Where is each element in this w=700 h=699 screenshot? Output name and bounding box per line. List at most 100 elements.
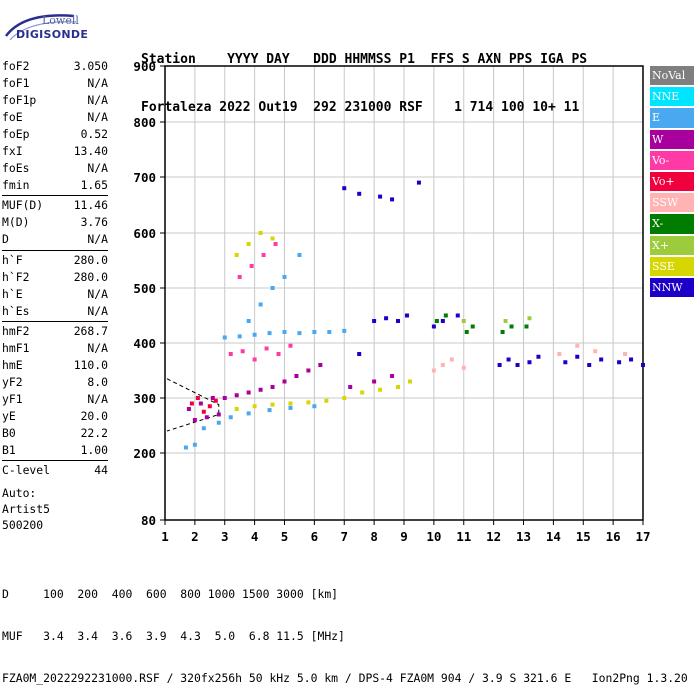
param-value: N/A [87, 110, 108, 125]
legend-item: NNW [650, 277, 694, 298]
data-point [342, 186, 347, 191]
data-point [324, 398, 329, 403]
footer-distance-row: D 100 200 400 600 800 1000 1500 3000 [km… [2, 587, 339, 601]
legend-item: W [650, 129, 694, 149]
x-tick-label: 4 [251, 529, 259, 544]
x-tick-label: 16 [606, 529, 621, 544]
legend-item: X- [650, 214, 694, 234]
param-name: fxI [2, 144, 23, 159]
data-point [524, 324, 529, 329]
data-point [237, 275, 242, 279]
data-point [461, 365, 466, 370]
x-tick-label: 2 [191, 529, 199, 544]
data-point [258, 302, 263, 307]
data-point [201, 426, 206, 431]
data-point [270, 286, 275, 290]
param-name: foF2 [2, 59, 30, 73]
param-row: hmF1 N/A [2, 340, 108, 357]
x-tick-label: 8 [370, 529, 378, 544]
param-row: yF1 N/A [2, 391, 108, 408]
data-point [557, 352, 562, 356]
data-point [396, 385, 401, 389]
y-tick-label: 900 [133, 59, 156, 74]
param-row: foEs N/A [2, 160, 108, 177]
param-row: foF1p N/A [2, 92, 108, 109]
legend-item: NoVal [650, 66, 694, 86]
data-point [378, 387, 383, 392]
y-tick-label: 700 [133, 170, 156, 185]
data-point [575, 354, 580, 359]
param-separator [2, 249, 108, 251]
param-value: N/A [87, 161, 108, 176]
param-row: hmF2 268.7 [2, 323, 108, 340]
param-name: yE [2, 408, 16, 423]
y-tick-label: 200 [133, 446, 156, 461]
data-point [503, 319, 508, 323]
param-value: 13.40 [73, 144, 108, 159]
data-point [342, 396, 347, 400]
data-point [390, 374, 395, 378]
data-point [234, 253, 239, 257]
param-row: MUF(D) 11.46 [2, 197, 108, 214]
y-tick-label: 800 [133, 115, 156, 130]
x-tick-label: 6 [311, 529, 319, 544]
x-tick-label: 10 [426, 529, 441, 544]
data-point [431, 368, 436, 373]
data-point [234, 407, 239, 411]
data-point [288, 405, 293, 410]
data-point [252, 332, 257, 337]
data-point [276, 352, 281, 356]
data-point [497, 363, 502, 367]
param-value: N/A [87, 303, 108, 318]
x-tick-label: 1 [161, 529, 169, 544]
data-point [617, 360, 622, 365]
auto-version: 500200 [2, 518, 44, 532]
data-point [348, 385, 353, 389]
legend-item: Vo- [650, 150, 694, 170]
param-value: 8.0 [87, 374, 108, 389]
param-row: foE N/A [2, 109, 108, 126]
param-row: h`E N/A [2, 286, 108, 303]
data-point [192, 442, 197, 447]
data-point [189, 401, 194, 406]
data-point [282, 275, 287, 279]
data-point [186, 407, 191, 411]
data-point [416, 180, 421, 185]
param-name: B0 [2, 425, 16, 440]
y-tick-label: 600 [133, 226, 156, 241]
data-point [372, 379, 377, 384]
data-point [246, 411, 251, 416]
data-point [183, 445, 188, 450]
data-point [372, 319, 377, 323]
data-point [216, 412, 221, 417]
data-point [509, 324, 514, 329]
data-point [288, 343, 293, 348]
data-point [201, 409, 206, 414]
param-value: N/A [87, 286, 108, 301]
param-name: h`E [2, 286, 23, 301]
param-separator [2, 460, 108, 462]
trace-dashed [166, 378, 220, 432]
data-point [240, 349, 245, 354]
param-row: fmin 1.65 [2, 177, 108, 194]
data-point [222, 396, 227, 400]
data-point [306, 400, 311, 405]
param-name: B1 [2, 443, 16, 458]
data-point [270, 236, 275, 241]
data-point [563, 360, 568, 365]
data-point [297, 253, 302, 257]
param-row: B0 22.2 [2, 425, 108, 442]
data-point [431, 324, 436, 329]
data-point [434, 319, 439, 323]
data-point [360, 390, 365, 395]
header-values: Fortaleza 2022 Out19 292 231000 RSF 1 71… [141, 100, 580, 115]
param-name: MUF(D) [2, 198, 44, 213]
param-name: foF1p [2, 93, 37, 108]
data-point [306, 368, 311, 373]
data-point [234, 393, 239, 398]
y-tick-label: 300 [133, 391, 156, 406]
param-row: yF2 8.0 [2, 374, 108, 391]
param-value: 0.52 [80, 127, 108, 142]
param-row: C-level 44 [2, 462, 108, 479]
legend-item: Vo+ [650, 171, 694, 192]
